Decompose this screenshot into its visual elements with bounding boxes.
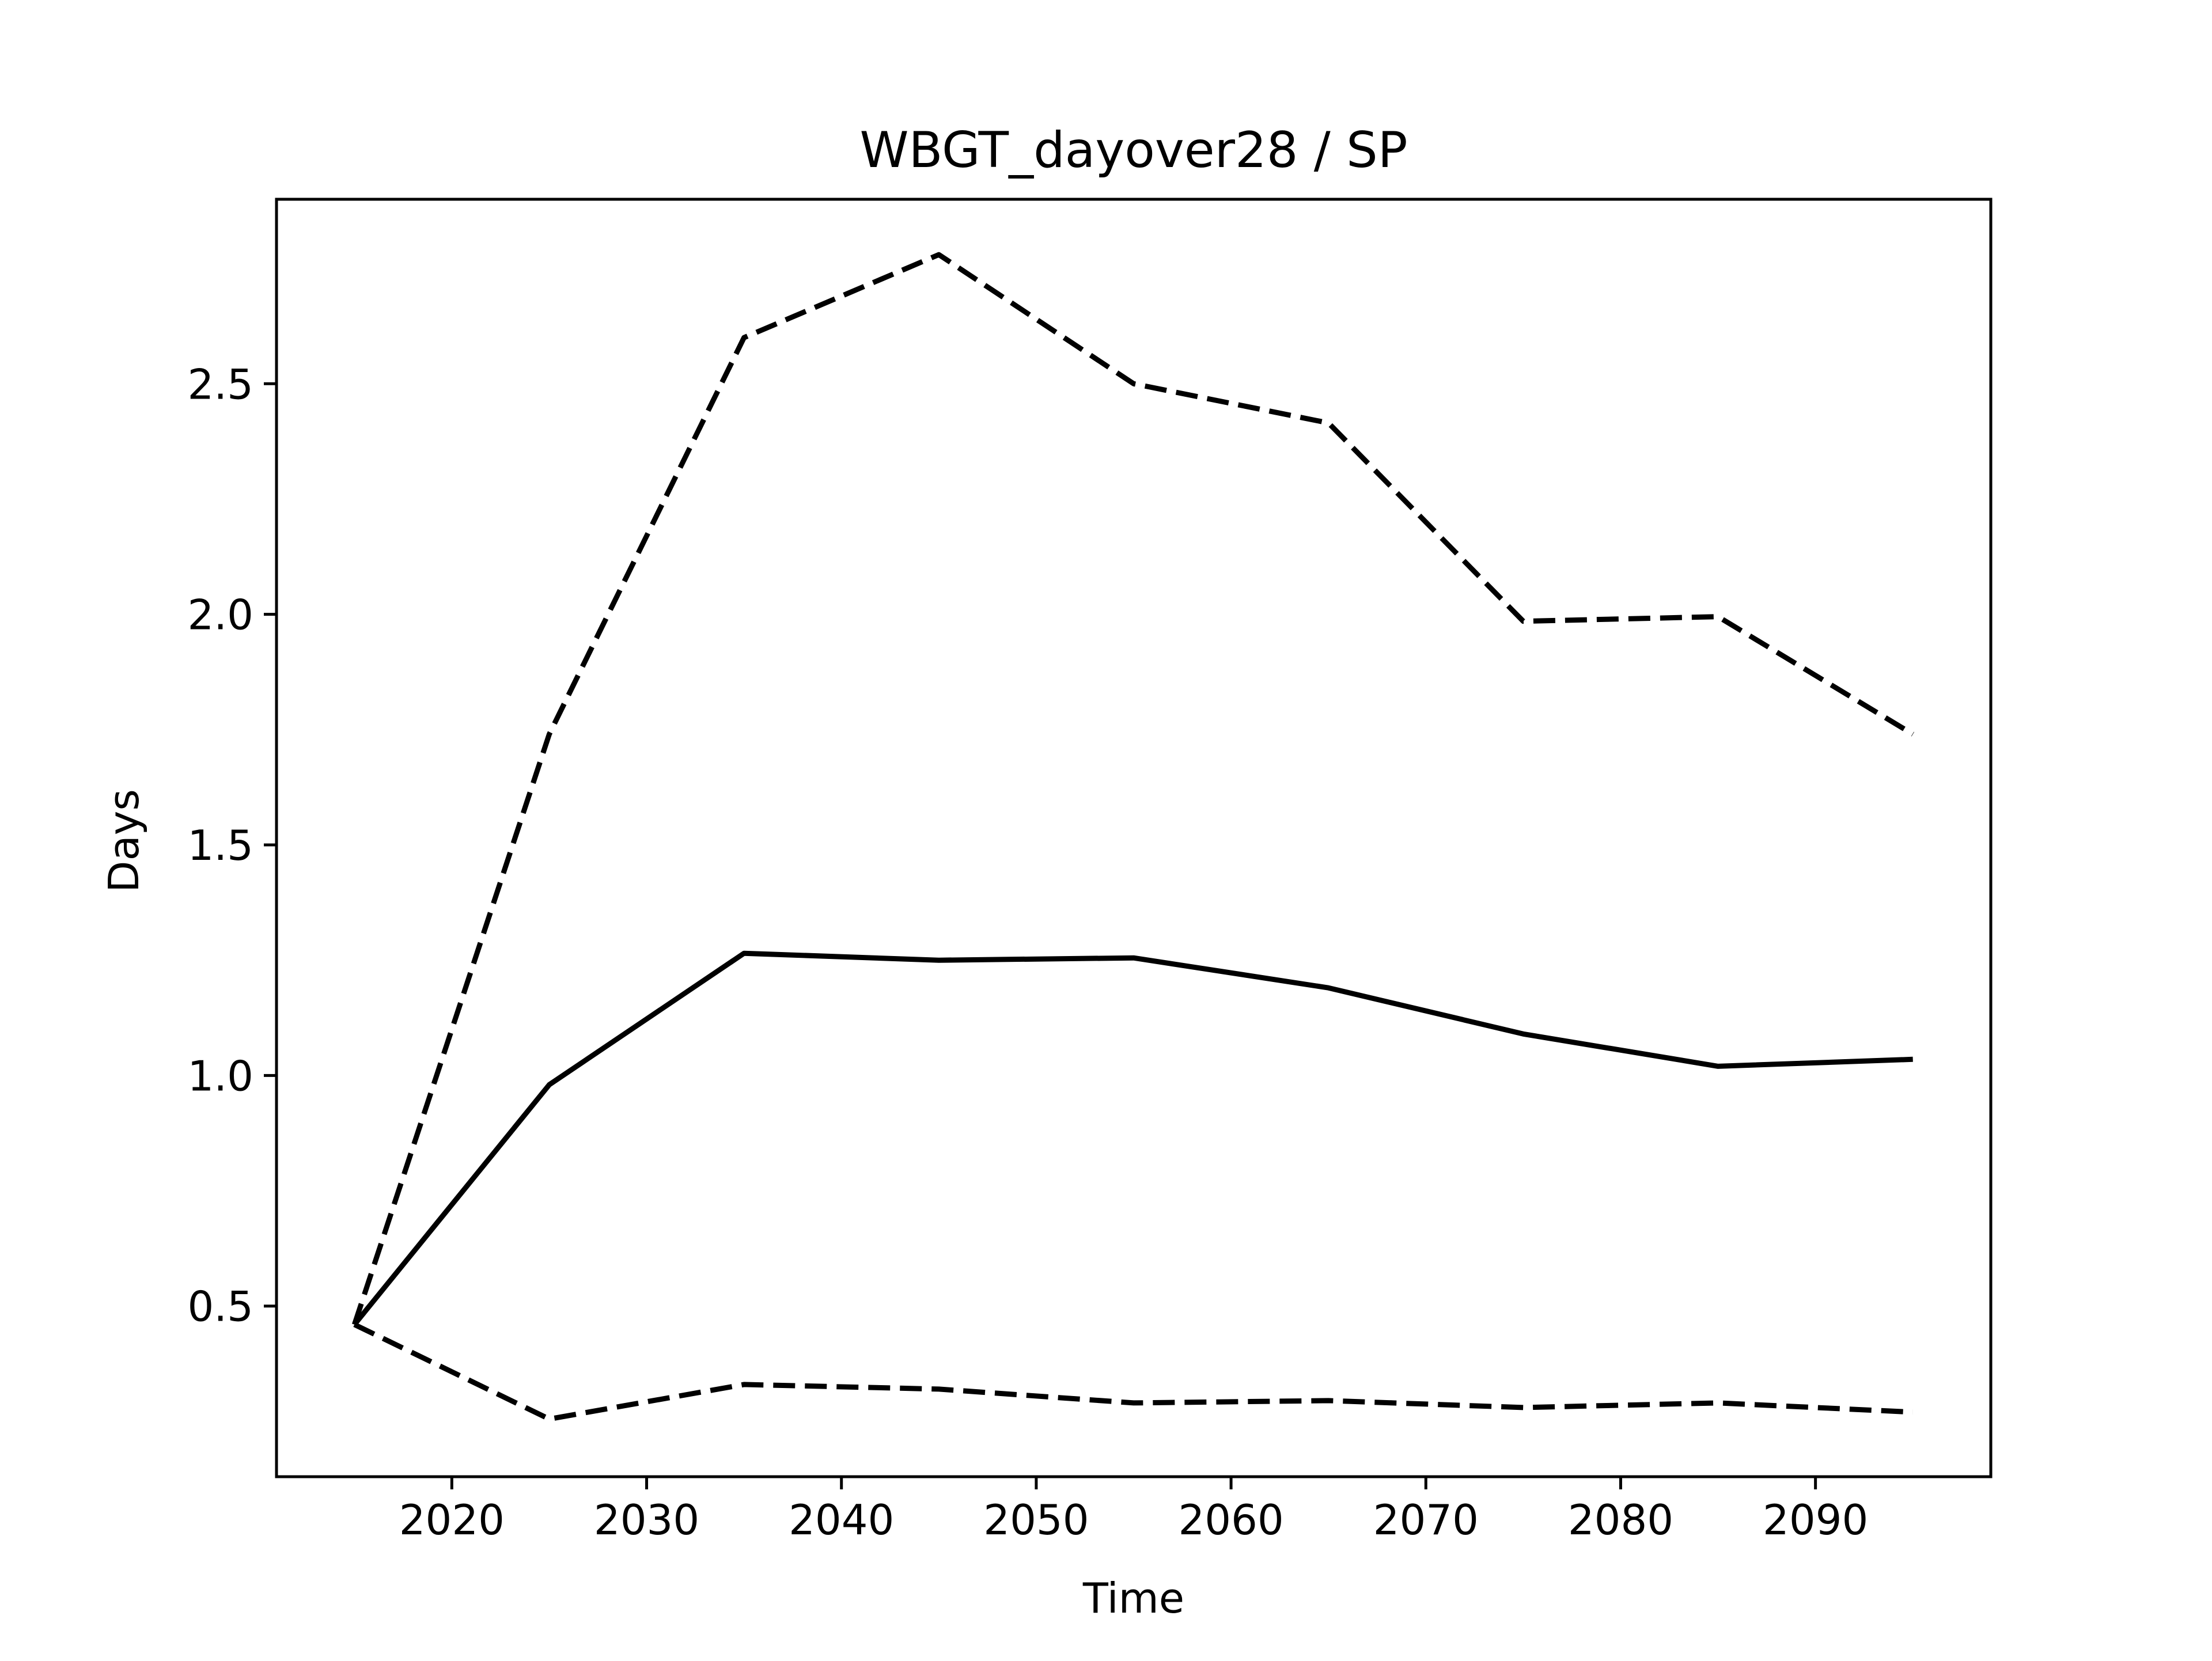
y-axis-label: Days — [100, 789, 148, 893]
x-tick-label: 2080 — [1568, 1496, 1673, 1544]
series-layer — [352, 252, 1915, 1422]
solid-series-line-0 — [352, 950, 1913, 1326]
y-axis-ticks: 0.5 1.0 1.5 2.0 2.5 — [187, 360, 276, 1331]
y-tick-label: 1.5 — [187, 821, 253, 870]
x-tick-label: 2040 — [789, 1496, 894, 1544]
x-tick-label: 2020 — [399, 1496, 505, 1544]
chart-title: WBGT_dayover28 / SP — [859, 122, 1407, 179]
plot-area-frame — [275, 198, 1993, 1478]
y-tick-label: 2.5 — [187, 360, 253, 408]
y-tick-label: 2.0 — [187, 591, 253, 639]
x-tick-label: 2060 — [1178, 1496, 1283, 1544]
y-tick-label: 0.5 — [187, 1283, 253, 1331]
x-tick-label: 2030 — [594, 1496, 699, 1544]
y-tick-label: 1.0 — [187, 1052, 253, 1100]
x-tick-label: 2070 — [1373, 1496, 1479, 1544]
x-axis-label: Time — [1082, 1574, 1184, 1622]
x-axis-ticks: 2020 2030 2040 2050 2060 2070 2080 2090 — [399, 1477, 1868, 1544]
x-tick-label: 2050 — [983, 1496, 1089, 1544]
dashed-series-line-2 — [353, 1322, 1913, 1422]
dashed-series-line-1 — [352, 252, 1915, 1326]
x-tick-label: 2090 — [1763, 1496, 1868, 1544]
